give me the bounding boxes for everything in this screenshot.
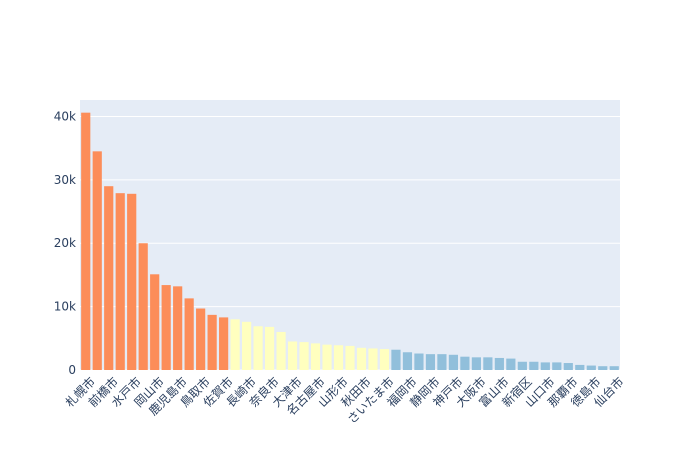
bar[interactable] [494, 357, 504, 370]
bar[interactable] [287, 341, 298, 370]
bar[interactable] [184, 298, 194, 370]
y-axis-ticks: 0 10k 20k 30k 40k [54, 109, 76, 377]
bar[interactable] [598, 366, 608, 370]
bar[interactable] [264, 326, 275, 370]
bar[interactable] [402, 352, 413, 370]
y-tick-label: 0 [68, 363, 76, 377]
bar[interactable] [242, 321, 252, 370]
plot-background [80, 100, 620, 370]
bar[interactable] [448, 354, 458, 370]
bar[interactable] [322, 344, 332, 370]
bar[interactable] [138, 243, 148, 370]
bar[interactable] [552, 362, 562, 370]
y-tick-label: 40k [54, 109, 76, 123]
bar[interactable] [196, 308, 206, 370]
bar[interactable] [529, 361, 539, 370]
y-tick-label: 20k [54, 236, 76, 250]
bar[interactable] [299, 342, 309, 370]
x-axis-ticks: 札幌市前橋市水戸市岡山市鹿児島市鳥取市佐賀市長崎市奈良市大津市名古屋市山形市秋田… [62, 374, 627, 427]
bar[interactable] [414, 353, 424, 370]
bar[interactable] [333, 345, 344, 370]
bar[interactable] [460, 356, 470, 370]
bar[interactable] [81, 112, 91, 370]
bar[interactable] [586, 365, 596, 370]
bar[interactable] [483, 357, 493, 370]
bar[interactable] [563, 363, 573, 370]
bar[interactable] [425, 354, 436, 370]
bar[interactable] [104, 186, 114, 370]
bar[interactable] [219, 317, 229, 370]
bar[interactable] [517, 361, 527, 370]
bar[interactable] [471, 357, 481, 370]
bar[interactable] [506, 358, 516, 370]
bar[interactable] [230, 319, 240, 370]
bar[interactable] [575, 364, 585, 370]
bar[interactable] [391, 349, 401, 370]
bar[interactable] [276, 331, 286, 370]
y-tick-label: 10k [54, 300, 76, 314]
bar[interactable] [115, 193, 125, 370]
y-tick-label: 30k [54, 173, 76, 187]
bar[interactable] [345, 345, 355, 370]
bar[interactable] [150, 274, 160, 370]
bar[interactable] [253, 326, 263, 370]
bar[interactable] [356, 347, 367, 370]
bar[interactable] [207, 314, 217, 370]
bar[interactable] [127, 193, 137, 370]
bar[interactable] [437, 354, 447, 370]
bar[interactable] [368, 348, 378, 370]
bar[interactable] [540, 362, 550, 370]
bar[interactable] [379, 349, 390, 370]
bar[interactable] [310, 343, 321, 370]
bar[interactable] [609, 366, 619, 370]
bars [81, 112, 619, 370]
bar[interactable] [161, 285, 171, 370]
bar[interactable] [92, 151, 102, 370]
bar[interactable] [173, 286, 183, 370]
